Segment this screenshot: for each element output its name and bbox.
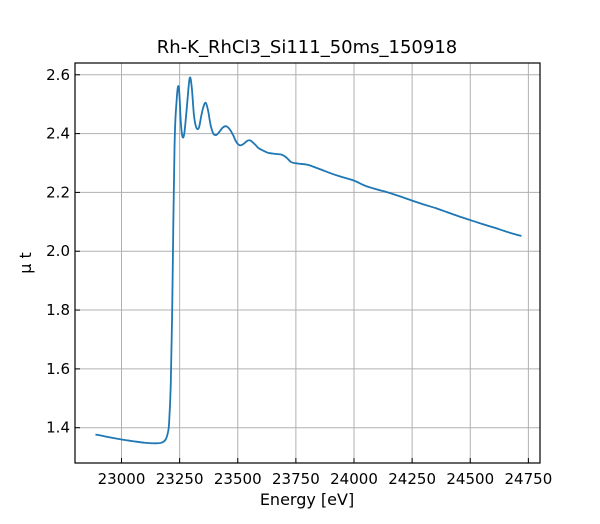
grid bbox=[75, 63, 540, 463]
y-tick-label: 1.8 bbox=[46, 301, 70, 319]
x-tick-label: 23500 bbox=[214, 470, 262, 488]
y-tick-label: 2.2 bbox=[46, 183, 70, 201]
y-tick-label: 2.0 bbox=[46, 242, 70, 260]
y-axis-label: μ t bbox=[16, 252, 35, 274]
y-axis: 1.4 1.6 1.8 2.0 2.2 2.4 2.6 bbox=[46, 66, 80, 437]
y-tick-label: 2.4 bbox=[46, 125, 70, 143]
chart-title: Rh-K_RhCl3_Si111_50ms_150918 bbox=[157, 37, 457, 58]
x-tick-label: 23000 bbox=[98, 470, 146, 488]
y-tick-label: 1.6 bbox=[46, 360, 70, 378]
y-tick-label: 1.4 bbox=[46, 419, 70, 437]
series-line bbox=[95, 76, 522, 445]
series-layer bbox=[95, 76, 522, 445]
y-tick-label: 2.6 bbox=[46, 66, 70, 84]
x-axis-label: Energy [eV] bbox=[260, 490, 354, 509]
x-tick-label: 24750 bbox=[505, 470, 553, 488]
x-tick-label: 24250 bbox=[388, 470, 436, 488]
x-tick-label: 23250 bbox=[156, 470, 204, 488]
x-tick-label: 24500 bbox=[446, 470, 494, 488]
plot-frame bbox=[74, 62, 541, 464]
x-tick-label: 24000 bbox=[330, 470, 378, 488]
x-tick-label: 23750 bbox=[272, 470, 320, 488]
x-axis: 23000 23250 23500 23750 24000 24250 24500 24750 bbox=[98, 458, 553, 488]
